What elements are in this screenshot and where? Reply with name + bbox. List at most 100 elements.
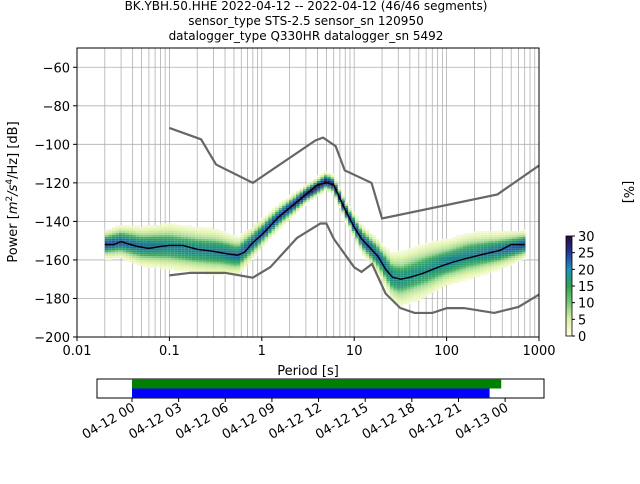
- heatmap-cell: [282, 200, 286, 203]
- heatmap-cell: [452, 281, 456, 284]
- heatmap-cell: [275, 207, 279, 210]
- heatmap-cell: [153, 250, 157, 253]
- timeline-tick-label: 04-13 00: [453, 400, 511, 442]
- heatmap-cell: [379, 269, 383, 272]
- heatmap-cell: [160, 234, 164, 237]
- heatmap-cell: [198, 236, 203, 239]
- heatmap-cell: [261, 219, 265, 222]
- heatmap-cell: [129, 252, 133, 255]
- heatmap-cell: [400, 296, 404, 299]
- heatmap-cell: [229, 248, 234, 251]
- heatmap-cell: [473, 231, 477, 233]
- heatmap-cell: [236, 238, 241, 241]
- heatmap-cell: [483, 246, 488, 249]
- heatmap-cell: [382, 248, 387, 251]
- heatmap-cell: [511, 238, 516, 241]
- heatmap-cell: [153, 248, 157, 251]
- heatmap-cell: [476, 242, 481, 245]
- heatmap-cell: [205, 252, 210, 255]
- heatmap-cell: [428, 271, 432, 274]
- heatmap-cell: [174, 229, 178, 232]
- heatmap-cell: [327, 186, 331, 189]
- heatmap-cell: [205, 259, 210, 262]
- heatmap-cell: [428, 275, 432, 278]
- heatmap-cell: [487, 250, 491, 253]
- heatmap-cell: [254, 227, 258, 230]
- heatmap-cell: [177, 261, 182, 264]
- heatmap-cell: [226, 248, 230, 251]
- heatmap-cell: [247, 236, 251, 239]
- heatmap-cell: [403, 292, 408, 295]
- heatmap-cell: [469, 250, 474, 253]
- heatmap-cell: [212, 229, 217, 232]
- heatmap-cell: [494, 269, 498, 272]
- heatmap-cell: [501, 242, 505, 245]
- heatmap-cell: [459, 259, 463, 262]
- heatmap-cell: [156, 259, 161, 262]
- heatmap-cell: [508, 238, 512, 241]
- heatmap-cell: [229, 234, 234, 237]
- heatmap-cell: [511, 259, 516, 262]
- heatmap-cell: [417, 292, 422, 295]
- heatmap-cell: [389, 284, 394, 287]
- heatmap-cell: [212, 240, 217, 243]
- heatmap-cell: [497, 254, 502, 257]
- heatmap-cell: [431, 269, 436, 272]
- heatmap-cell: [236, 250, 241, 253]
- heatmap-cell: [289, 202, 293, 205]
- heatmap-cell: [257, 242, 262, 245]
- heatmap-cell: [480, 271, 484, 274]
- heatmap-cell: [125, 227, 130, 230]
- heatmap-cell: [254, 244, 258, 247]
- heatmap-cell: [313, 194, 317, 197]
- heatmap-cell: [233, 252, 237, 255]
- heatmap-cell: [393, 263, 397, 266]
- heatmap-cell: [386, 252, 390, 255]
- heatmap-cell: [428, 252, 432, 255]
- heatmap-cell: [504, 263, 509, 266]
- heatmap-cell: [400, 286, 404, 289]
- heatmap-cell: [233, 269, 237, 272]
- heatmap-cell: [518, 231, 523, 233]
- heatmap-cell: [219, 240, 224, 243]
- heatmap-cell: [236, 258, 241, 260]
- heatmap-cell: [362, 236, 366, 239]
- heatmap-cell: [198, 269, 203, 272]
- heatmap-cell: [240, 248, 244, 251]
- heatmap-cell: [410, 283, 415, 285]
- heatmap-cell: [449, 246, 453, 249]
- heatmap-cell: [445, 275, 450, 278]
- heatmap-cell: [424, 258, 429, 260]
- heatmap-cell: [376, 244, 380, 247]
- heatmap-cell: [243, 258, 248, 260]
- heatmap-cell: [191, 244, 196, 247]
- heatmap-cell: [344, 213, 349, 216]
- heatmap-cell: [156, 244, 161, 247]
- heatmap-cell: [469, 271, 474, 274]
- heatmap-cell: [296, 198, 300, 201]
- heatmap-cell: [337, 186, 342, 189]
- heatmap-cell: [403, 273, 408, 276]
- heatmap-cell: [442, 256, 446, 259]
- heatmap-cell: [508, 256, 512, 259]
- heatmap-cell: [476, 269, 481, 272]
- heatmap-cell: [462, 279, 467, 282]
- title-line-1: BK.YBH.50.HHE 2022-04-12 -- 2022-04-12 (…: [125, 0, 488, 13]
- heatmap-cell: [483, 265, 488, 268]
- heatmap-cell: [108, 246, 112, 249]
- heatmap-cell: [417, 281, 422, 284]
- heatmap-cell: [473, 263, 477, 266]
- heatmap-cell: [431, 254, 436, 257]
- heatmap-cell: [417, 296, 422, 299]
- heatmap-cell: [320, 175, 324, 178]
- heatmap-cell: [198, 258, 203, 260]
- heatmap-cell: [195, 240, 199, 243]
- heatmap-cell: [143, 263, 147, 266]
- heatmap-cell: [393, 298, 397, 301]
- heatmap-cell: [396, 302, 401, 305]
- heatmap-cell: [243, 261, 248, 264]
- heatmap-cell: [396, 265, 401, 268]
- heatmap-cell: [240, 250, 244, 253]
- heatmap-cell: [160, 238, 164, 241]
